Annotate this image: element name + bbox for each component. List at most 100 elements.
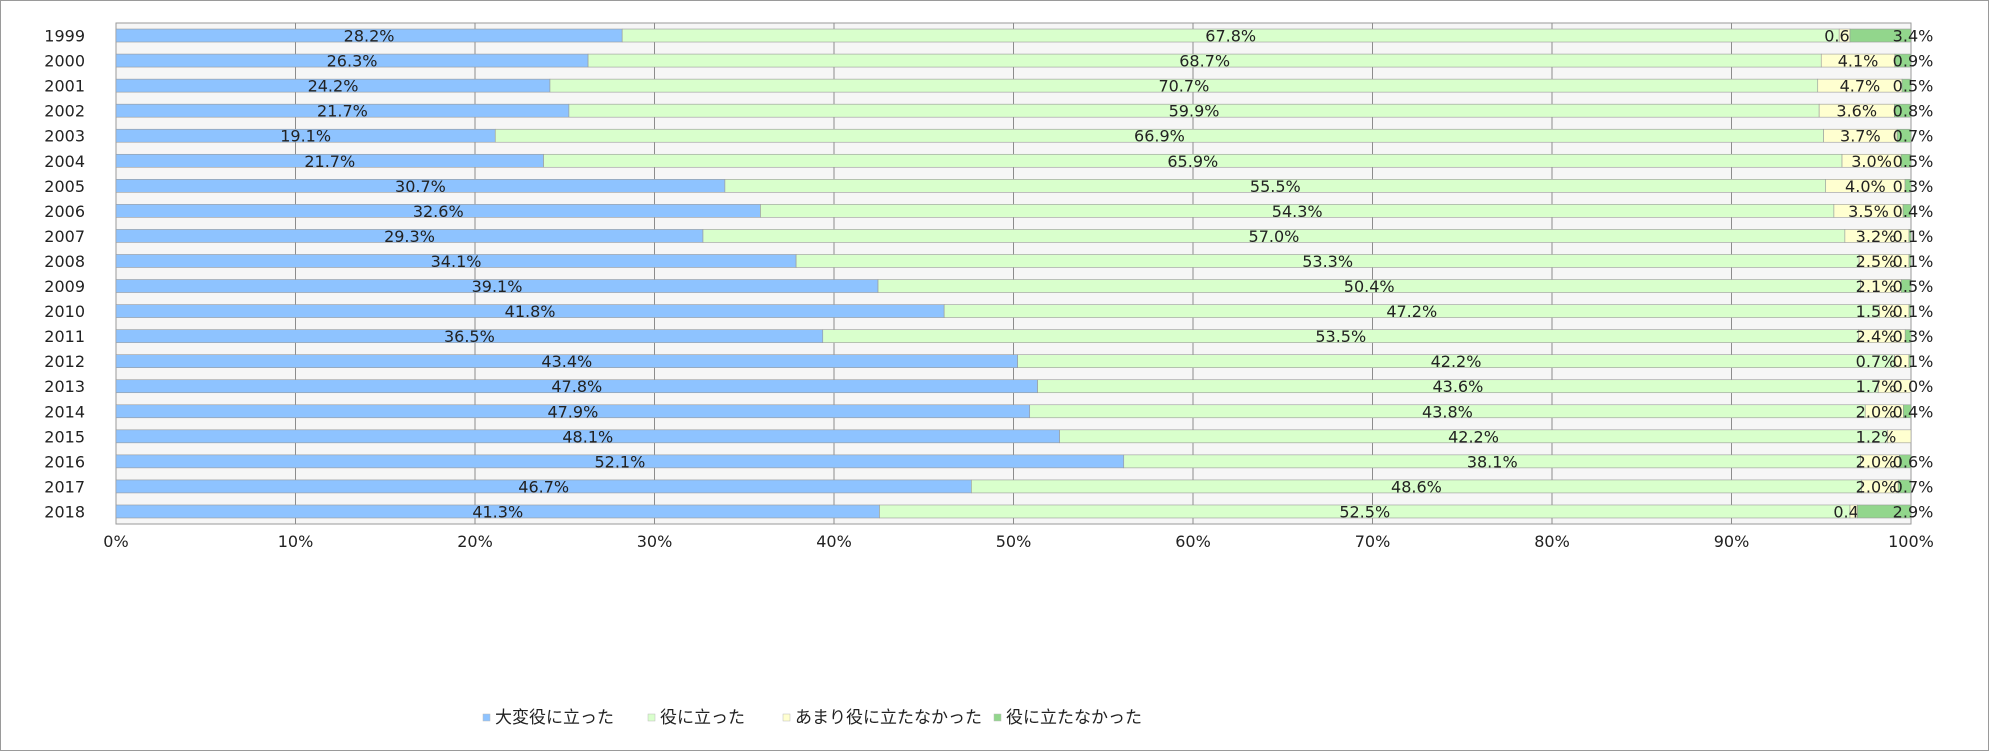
- y-tick-label: 2011: [44, 327, 85, 346]
- y-tick-label: 2013: [44, 377, 85, 396]
- data-label: 1.5%: [1856, 302, 1897, 321]
- data-label: 41.8%: [505, 302, 556, 321]
- data-label: 47.2%: [1386, 302, 1437, 321]
- legend-swatch: [647, 713, 656, 722]
- y-tick-label: 2006: [44, 202, 85, 221]
- bar-segment: [1908, 304, 1912, 318]
- data-label: 42.2%: [1448, 427, 1499, 446]
- data-label: 50.4%: [1344, 277, 1395, 296]
- data-label: 3.2%: [1856, 227, 1897, 246]
- bar-segment: [1897, 479, 1912, 494]
- y-tick-label: 2016: [44, 452, 85, 471]
- y-tick-label: 2001: [44, 77, 85, 96]
- data-label: 43.8%: [1422, 402, 1473, 421]
- bar-segment: [1900, 153, 1912, 168]
- data-label: 3.0%: [1851, 152, 1892, 171]
- data-label: 66.9%: [1134, 127, 1185, 146]
- y-tick-label: 2004: [44, 152, 85, 171]
- data-label: 1.7%: [1856, 377, 1897, 396]
- data-label: 3.4%: [1893, 27, 1934, 46]
- data-label: 48.1%: [562, 427, 613, 446]
- x-tick-label: 80%: [1534, 532, 1570, 551]
- data-label: 2.4%: [1856, 327, 1897, 346]
- bar-segment: [1894, 103, 1912, 118]
- legend-swatch: [482, 713, 491, 722]
- data-label: 0.1%: [1893, 352, 1934, 371]
- data-label: 2.0%: [1856, 402, 1897, 421]
- data-label: 0.1%: [1893, 227, 1934, 246]
- data-label: 4.0%: [1845, 177, 1886, 196]
- data-label: 43.4%: [541, 352, 592, 371]
- legend-label: 役に立った: [660, 708, 745, 728]
- data-label: 0.3%: [1893, 327, 1934, 346]
- data-label: 21.7%: [304, 152, 355, 171]
- y-tick-label: 2010: [44, 302, 85, 321]
- data-label: 0.4%: [1893, 402, 1934, 421]
- x-tick-label: 30%: [637, 532, 673, 551]
- x-tick-label: 40%: [816, 532, 852, 551]
- data-label: 52.1%: [594, 452, 645, 471]
- y-tick-label: 2012: [44, 352, 85, 371]
- data-label: 29.3%: [384, 227, 435, 246]
- x-tick-label: 0%: [103, 532, 128, 551]
- data-label: 36.5%: [444, 327, 495, 346]
- legend-label: 役に立たなかった: [1006, 708, 1142, 728]
- y-tick-label: 2003: [44, 127, 85, 146]
- bar-segment: [1899, 454, 1912, 469]
- data-label: 53.3%: [1302, 252, 1353, 271]
- y-tick-label: 2002: [44, 102, 85, 121]
- data-label: 70.7%: [1158, 77, 1209, 96]
- y-tick-label: 2014: [44, 402, 85, 421]
- legend-label: あまり役に立たなかった: [795, 708, 982, 728]
- data-label: 0.0%: [1893, 377, 1934, 396]
- data-label: 34.1%: [431, 252, 482, 271]
- bar-segment: [1894, 53, 1912, 68]
- data-label: 39.1%: [472, 277, 523, 296]
- data-label: 0.5%: [1893, 277, 1934, 296]
- data-label: 0.5%: [1893, 152, 1934, 171]
- y-tick-label: 2018: [44, 502, 85, 521]
- data-label: 67.8%: [1205, 27, 1256, 46]
- y-tick-label: 2017: [44, 477, 85, 496]
- data-label: 4.7%: [1840, 77, 1881, 96]
- data-label: 0.7%: [1893, 477, 1934, 496]
- data-label: 55.5%: [1250, 177, 1301, 196]
- data-label: 2.0%: [1856, 477, 1897, 496]
- data-label: 0.7%: [1893, 127, 1934, 146]
- x-tick-label: 60%: [1175, 532, 1211, 551]
- y-tick-label: 2005: [44, 177, 85, 196]
- x-tick-label: 20%: [457, 532, 493, 551]
- data-label: 0.4%: [1893, 202, 1934, 221]
- data-label: 53.5%: [1315, 327, 1366, 346]
- data-label: 21.7%: [317, 102, 368, 121]
- y-tick-label: 2015: [44, 427, 85, 446]
- data-label: 0.7%: [1856, 352, 1897, 371]
- data-label: 24.2%: [308, 77, 359, 96]
- x-tick-label: 90%: [1714, 532, 1750, 551]
- bar-segment: [1857, 504, 1912, 519]
- data-label: 26.3%: [327, 52, 378, 71]
- data-label: 4.1%: [1838, 52, 1879, 71]
- bar-segment: [1877, 379, 1912, 394]
- x-tick-label: 50%: [996, 532, 1032, 551]
- y-tick-label: 2007: [44, 227, 85, 246]
- bar-segment: [1900, 279, 1912, 293]
- data-label: 0.8%: [1893, 102, 1934, 121]
- data-label: 3.7%: [1840, 127, 1881, 146]
- data-label: 0.5%: [1893, 77, 1934, 96]
- bar-segment: [1908, 229, 1912, 243]
- data-label: 68.7%: [1179, 52, 1230, 71]
- y-tick-label: 2000: [44, 52, 85, 71]
- x-tick-label: 70%: [1355, 532, 1391, 551]
- data-label: 47.9%: [547, 402, 598, 421]
- data-label: 46.7%: [518, 477, 569, 496]
- data-label: 0.3%: [1893, 177, 1934, 196]
- data-label: 2.1%: [1856, 277, 1897, 296]
- data-label: 1.2%: [1856, 427, 1897, 446]
- y-tick-label: 2009: [44, 277, 85, 296]
- data-label: 0.1%: [1893, 302, 1934, 321]
- data-label: 30.7%: [395, 177, 446, 196]
- data-label: 28.2%: [344, 27, 395, 46]
